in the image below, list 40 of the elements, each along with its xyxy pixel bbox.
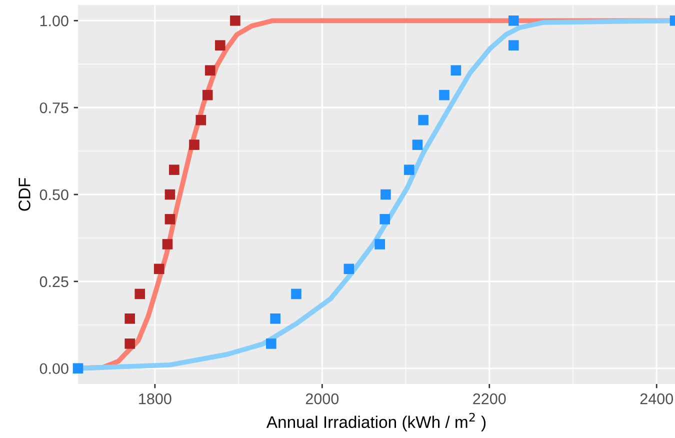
point (450, 65, 462, 76)
point (508, 40, 519, 50)
point (124, 338, 135, 349)
y-tick-label: 0.00 (40, 363, 68, 374)
point (380, 214, 390, 224)
point (270, 313, 280, 324)
point (404, 164, 414, 175)
x-tick-label: 2200 (473, 393, 506, 404)
point (380, 189, 391, 200)
point (230, 15, 240, 26)
point (196, 114, 206, 126)
x-tick-label: 2400 (640, 393, 674, 404)
point (508, 15, 519, 26)
point (164, 214, 176, 224)
point (439, 90, 450, 100)
y-tick-label: 1.00 (40, 16, 68, 26)
point (374, 239, 385, 250)
point (189, 140, 200, 150)
point (72, 363, 84, 374)
point (134, 288, 146, 300)
point (204, 65, 216, 76)
x-axis-title: Annual Irradiation (kWh / m$^{2}$ ) (266, 412, 486, 432)
point (266, 338, 276, 349)
y-tick-label: 0.75 (40, 102, 68, 114)
point (412, 140, 423, 150)
x-tick-label: 2000 (306, 393, 339, 404)
y-tick-label: 0.25 (40, 276, 68, 288)
x-tick-label: 1800 (139, 393, 172, 404)
point (154, 264, 164, 274)
point (124, 313, 135, 324)
point (214, 40, 226, 50)
y-tick-label: 0.50 (40, 189, 68, 200)
point (202, 90, 213, 100)
point (291, 288, 302, 300)
point (169, 164, 180, 175)
point (418, 114, 428, 126)
y-axis-title: CDF (18, 178, 30, 211)
point (344, 264, 354, 274)
point (164, 189, 176, 200)
point (162, 239, 173, 250)
